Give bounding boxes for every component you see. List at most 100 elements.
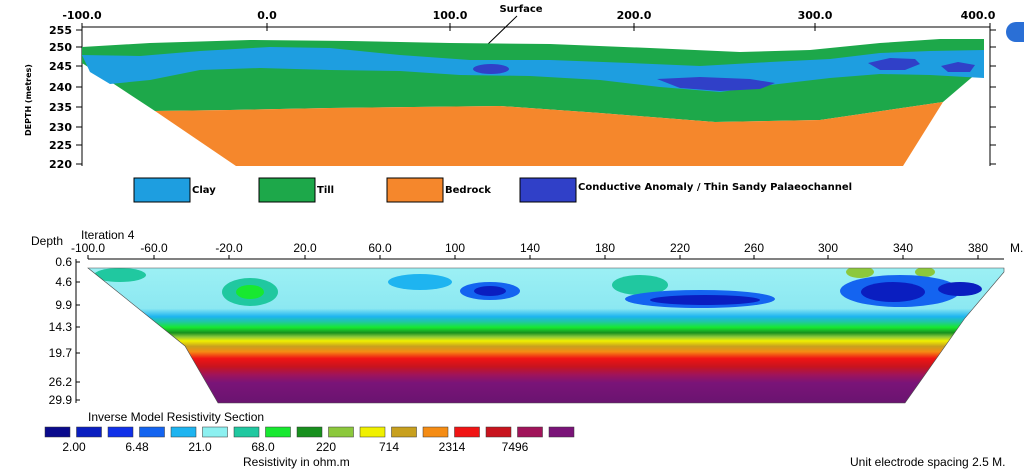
- scale-swatch: [265, 426, 291, 438]
- resistivity-section: [88, 268, 1004, 403]
- bottom-section: Iteration 4 Depth -100.0 -60.0 -20.0 20.…: [31, 228, 1023, 469]
- conductive-anomaly: [473, 64, 509, 74]
- bottom-x-tick-label: -20.0: [215, 241, 243, 255]
- legend-label: Clay: [192, 185, 216, 196]
- top-legend: Clay Till Bedrock Conductive Anomaly / T…: [133, 177, 852, 203]
- scale-label: 714: [379, 440, 399, 454]
- scale-swatch: [517, 426, 543, 438]
- scale-swatch: [44, 426, 71, 438]
- color-scale: [44, 426, 575, 438]
- conductive-zone: [938, 282, 982, 296]
- bottom-x-tick-label: 380: [968, 241, 988, 255]
- scale-label: 21.0: [188, 440, 212, 454]
- bedrock-layer: [155, 102, 943, 166]
- bottom-y-tick-label: 4.6: [55, 275, 72, 289]
- top-y-tick-label: 250: [49, 41, 72, 54]
- scale-label: 2.00: [62, 440, 86, 454]
- scale-label: 68.0: [251, 440, 275, 454]
- scale-swatch: [328, 426, 354, 438]
- scale-swatch: [422, 426, 449, 438]
- conductive-zone: [650, 295, 760, 305]
- top-y-ticks: [76, 29, 996, 165]
- iteration-label: Iteration 4: [81, 228, 135, 242]
- scale-swatch: [359, 426, 386, 438]
- bottom-x-tick-label: 140: [520, 241, 540, 255]
- section-title: Inverse Model Resistivity Section: [88, 410, 264, 424]
- top-x-tick-label: 400.0: [961, 9, 996, 22]
- top-x-tick-label: 200.0: [617, 9, 652, 22]
- scale-swatch: [139, 426, 165, 438]
- resistivity-patch: [236, 285, 264, 299]
- scale-swatch: [107, 426, 134, 438]
- bottom-y-tick-label: 0.6: [55, 255, 72, 269]
- scale-swatch: [296, 426, 323, 438]
- legend-swatch-clay: [133, 177, 191, 203]
- bottom-y-tick-label: 19.7: [49, 346, 73, 360]
- bottom-y-tick-label: 9.9: [55, 298, 72, 312]
- bottom-x-tick-label: 260: [744, 241, 764, 255]
- legend-label: Till: [317, 185, 334, 196]
- resistivity-patch: [612, 275, 668, 295]
- resistivity-patch: [846, 268, 874, 278]
- top-y-tick-label: 225: [49, 139, 72, 152]
- bottom-x-tick-label: 300: [818, 241, 838, 255]
- conductive-zone: [861, 282, 925, 302]
- conductive-anomaly: [657, 77, 775, 91]
- resistivity-section-outline: [87, 267, 1005, 404]
- depth-label: Depth: [31, 234, 63, 248]
- legend-swatch-bedrock: [386, 177, 444, 203]
- top-section: -100.0 0.0 100.0 200.0 300.0 400.0 Surfa…: [24, 4, 996, 203]
- top-x-tick-label: 100.0: [433, 9, 468, 22]
- scale-swatch: [548, 426, 575, 438]
- top-y-tick-label: 240: [49, 81, 72, 94]
- legend-label: Bedrock: [445, 185, 491, 196]
- conductive-anomaly: [941, 62, 975, 72]
- bottom-x-tick-label: 60.0: [368, 241, 392, 255]
- legend-swatch-till: [258, 177, 316, 203]
- bottom-x-unit: M.: [1010, 241, 1023, 255]
- bottom-x-tick-label: 20.0: [293, 241, 317, 255]
- scale-swatch: [233, 426, 260, 438]
- top-y-tick-label: 255: [49, 24, 72, 37]
- side-edge-tab[interactable]: [1006, 22, 1024, 42]
- legend-label: Conductive Anomaly / Thin Sandy Palaeoch…: [578, 182, 852, 193]
- resistivity-patch: [915, 268, 935, 277]
- scale-swatch: [485, 426, 512, 438]
- resistivity-patch: [94, 268, 146, 282]
- bottom-y-tick-label: 14.3: [49, 320, 73, 334]
- bottom-x-tick-label: 100: [445, 241, 465, 255]
- top-y-tick-label: 220: [49, 158, 72, 171]
- top-y-tick-label: 235: [49, 101, 72, 114]
- top-x-ticks: [81, 23, 991, 31]
- conductive-anomaly: [868, 58, 920, 70]
- bottom-x-tick-label: 340: [893, 241, 913, 255]
- resistivity-patch: [388, 274, 452, 290]
- bottom-y-ticks: [76, 261, 80, 401]
- top-y-axis-label: DEPTH (metres): [24, 64, 33, 136]
- scale-label: 7496: [502, 440, 529, 454]
- bottom-x-ticks: [87, 255, 979, 259]
- top-y-tick-label: 230: [49, 121, 72, 134]
- scale-swatch: [202, 426, 228, 438]
- surface-label: Surface: [499, 4, 542, 15]
- bottom-x-tick-label: -100.0: [71, 241, 105, 255]
- conductive-zone: [474, 286, 506, 296]
- bottom-y-tick-label: 29.9: [49, 393, 73, 407]
- scale-label: 6.48: [125, 440, 149, 454]
- color-scale-labels: 2.00 6.48 21.0 68.0 220 714 2314 7496: [62, 440, 528, 454]
- scale-swatch: [454, 426, 480, 438]
- scale-label: 2314: [439, 440, 466, 454]
- legend-swatch-anomaly: [519, 177, 577, 203]
- bottom-x-tick-label: 180: [595, 241, 615, 255]
- scale-swatch: [391, 426, 417, 438]
- top-y-tick-label: 245: [49, 60, 72, 73]
- surface-pointer: [485, 15, 518, 47]
- top-x-tick-label: 0.0: [257, 9, 277, 22]
- bottom-x-tick-label: -60.0: [140, 241, 168, 255]
- scale-label: 220: [316, 440, 336, 454]
- top-x-tick-label: -100.0: [62, 9, 102, 22]
- scale-caption: Resistivity in ohm.m: [243, 455, 350, 469]
- scale-swatch: [76, 426, 102, 438]
- bottom-y-tick-label: 26.2: [49, 375, 73, 389]
